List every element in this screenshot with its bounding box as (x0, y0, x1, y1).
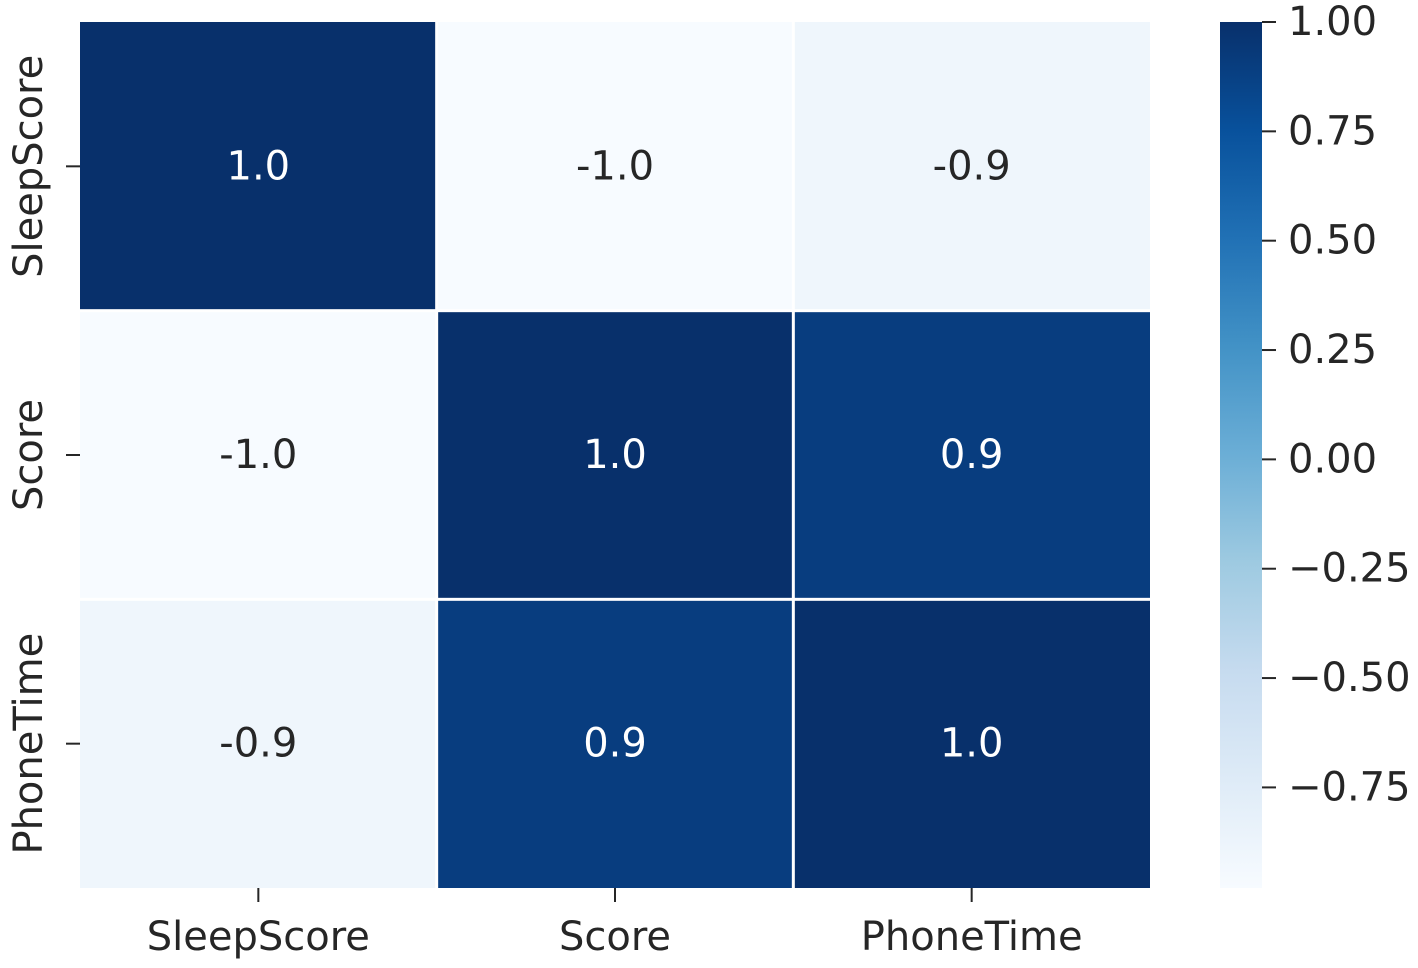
x-tick-label-score: Score (559, 914, 671, 960)
heatmap-cell-score-sleepscore (80, 312, 436, 598)
cell-value-label-score-sleepscore: -1.0 (219, 432, 297, 478)
cell-value-label-sleepscore-score: -1.0 (576, 143, 654, 189)
x-axis: SleepScore Score PhoneTime (147, 888, 1083, 960)
heatmap-cell-phonetime-score (438, 600, 792, 888)
colorbar-tick-label-5: −0.25 (1288, 546, 1411, 592)
colorbar-tick-label-7: −0.75 (1288, 764, 1411, 810)
colorbar-tick-label-4: 0.00 (1288, 436, 1377, 482)
cell-value-label-phonetime-score: 0.9 (583, 721, 647, 767)
cell-value-label-score-score: 1.0 (583, 432, 647, 478)
y-axis: SleepScore Score PhoneTime (6, 55, 80, 855)
y-tick-label-phonetime: PhoneTime (6, 633, 52, 855)
heatmap-cell-sleepscore-sleepscore (80, 22, 436, 310)
y-tick-label-sleepscore: SleepScore (6, 55, 52, 278)
cell-value-label-phonetime-sleepscore: -0.9 (219, 721, 297, 767)
heatmap-cell-score-score (438, 312, 792, 598)
heatmap-cell-phonetime-phonetime (794, 600, 1150, 888)
heatmap-cell-phonetime-sleepscore (80, 600, 436, 888)
x-tick-label-phonetime: PhoneTime (861, 914, 1083, 960)
x-tick-label-sleepscore: SleepScore (147, 914, 370, 960)
colorbar-gradient (1220, 22, 1262, 888)
heatmap-cell-sleepscore-score (438, 22, 792, 310)
cell-value-label-sleepscore-sleepscore: 1.0 (227, 143, 291, 189)
colorbar-tick-label-3: 0.25 (1288, 327, 1377, 373)
cell-value-label-phonetime-phonetime: 1.0 (940, 721, 1004, 767)
heatmap-cell-score-phonetime (794, 312, 1150, 598)
colorbar: 1.00 0.75 0.50 0.25 0.00 −0.25 −0.50 −0.75 (1220, 0, 1411, 888)
colorbar-tick-label-6: −0.50 (1288, 655, 1411, 701)
cell-value-label-score-phonetime: 0.9 (940, 432, 1004, 478)
y-tick-label-score: Score (6, 399, 52, 511)
colorbar-tick-label-0: 1.00 (1288, 0, 1377, 45)
heatmap-annotations: 1.0 -1.0 -0.9 -1.0 1.0 0.9 -0.9 0.9 1.0 (219, 143, 1010, 766)
colorbar-tick-label-1: 0.75 (1288, 108, 1377, 154)
heatmap-cell-sleepscore-phonetime (794, 22, 1150, 310)
cell-value-label-sleepscore-phonetime: -0.9 (933, 143, 1011, 189)
heatmap-cells (80, 22, 1150, 888)
colorbar-tick-label-2: 0.50 (1288, 218, 1377, 264)
